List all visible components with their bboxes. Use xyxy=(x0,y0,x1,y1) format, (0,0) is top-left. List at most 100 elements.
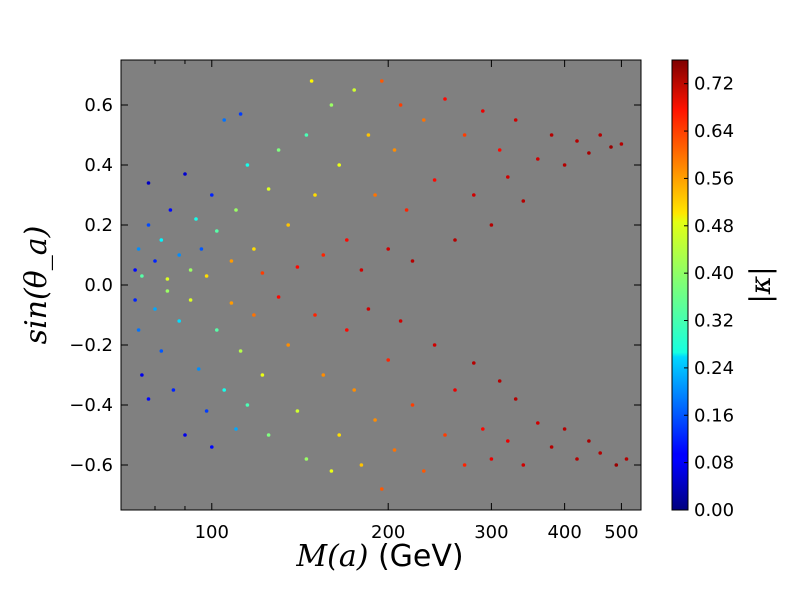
data-point xyxy=(304,457,309,461)
colorbar-tick-label: 0.24 xyxy=(694,358,734,379)
data-point xyxy=(481,427,485,431)
data-point xyxy=(386,247,391,251)
y-tick-label: 0.2 xyxy=(84,215,113,236)
y-tick-label: −0.2 xyxy=(69,335,113,356)
data-point xyxy=(234,208,238,212)
colorbar xyxy=(671,59,689,511)
data-point xyxy=(153,307,157,311)
data-point xyxy=(549,133,554,137)
data-point xyxy=(276,295,281,299)
data-point xyxy=(337,163,342,167)
data-point xyxy=(392,148,397,152)
data-point xyxy=(472,361,476,365)
data-point xyxy=(140,274,144,278)
data-point xyxy=(188,298,193,302)
data-point xyxy=(598,451,602,455)
data-point xyxy=(245,163,250,167)
x-tick-label: 300 xyxy=(474,522,508,543)
data-point xyxy=(204,274,209,278)
colorbar-tick-label: 0.40 xyxy=(694,263,734,284)
data-point xyxy=(183,433,187,437)
data-point xyxy=(196,367,201,371)
data-point xyxy=(140,373,144,377)
data-point xyxy=(295,409,300,413)
data-point xyxy=(229,301,234,305)
data-point xyxy=(575,139,579,143)
x-tick-label: 200 xyxy=(371,522,405,543)
x-tick-label: 500 xyxy=(604,522,638,543)
colorbar-tick-label: 0.72 xyxy=(694,74,734,95)
x-axis-ticks: 100 200 300 400 500 xyxy=(154,60,639,543)
data-point xyxy=(422,118,426,122)
data-point xyxy=(329,469,334,473)
colorbar-label: |κ| xyxy=(744,266,777,303)
colorbar-tick-label: 0.16 xyxy=(694,405,734,426)
series-1 xyxy=(133,289,629,491)
data-point xyxy=(252,313,256,317)
data-point xyxy=(392,448,397,452)
data-point xyxy=(536,421,540,425)
data-point xyxy=(260,373,265,377)
data-point xyxy=(562,427,567,431)
data-point xyxy=(453,388,457,392)
colorbar-tick-label: 0.48 xyxy=(694,216,734,237)
data-point xyxy=(229,259,234,263)
data-point xyxy=(614,463,619,467)
data-point xyxy=(183,172,187,176)
colorbar-tick-label: 0.00 xyxy=(694,500,734,521)
data-point xyxy=(562,163,567,167)
data-point xyxy=(521,463,526,467)
colorbar-ticks: 0.00 0.08 0.16 0.24 0.32 0.40 0.48 0.56 0.64 0.72 xyxy=(684,74,734,521)
data-point xyxy=(345,328,349,332)
data-point xyxy=(286,223,291,227)
data-point xyxy=(266,433,271,437)
data-point xyxy=(398,103,403,107)
y-tick-label: 0.6 xyxy=(84,95,113,116)
data-point xyxy=(313,313,317,317)
data-point xyxy=(410,403,415,407)
data-point xyxy=(506,175,510,179)
data-point xyxy=(146,181,151,185)
data-point xyxy=(373,418,377,422)
y-axis-ticks: 0.6 0.4 0.2 0.0 −0.2 −0.4 −0.6 xyxy=(69,95,641,476)
colorbar-tick-label: 0.08 xyxy=(694,453,734,474)
data-point xyxy=(513,397,518,401)
data-point xyxy=(443,433,447,437)
data-point xyxy=(352,88,357,92)
data-point xyxy=(266,187,271,191)
y-tick-label: 0.4 xyxy=(84,155,113,176)
data-point xyxy=(398,319,403,323)
data-point xyxy=(304,133,309,137)
data-point xyxy=(359,463,364,467)
data-point xyxy=(624,457,629,461)
x-axis-label: M(a) (GeV) xyxy=(295,539,463,574)
x-tick-label: 400 xyxy=(547,522,581,543)
data-point xyxy=(309,79,314,83)
data-point xyxy=(489,457,494,461)
data-point xyxy=(177,253,181,257)
y-tick-label: 0.0 xyxy=(84,275,113,296)
data-point xyxy=(432,343,437,347)
data-point xyxy=(210,193,214,197)
plot-area xyxy=(121,60,641,510)
y-tick-label: −0.4 xyxy=(69,395,113,416)
data-point xyxy=(536,157,540,161)
data-point xyxy=(136,328,141,332)
data-point xyxy=(513,118,518,122)
data-point xyxy=(380,79,384,83)
data-point xyxy=(133,298,137,302)
data-point xyxy=(443,97,447,101)
data-point xyxy=(598,133,602,137)
data-point xyxy=(497,148,502,152)
data-point xyxy=(422,469,426,473)
data-point xyxy=(373,193,377,197)
data-point xyxy=(159,349,164,353)
data-point xyxy=(462,133,467,137)
data-point xyxy=(194,217,198,221)
data-point xyxy=(276,148,281,152)
data-point xyxy=(252,247,256,251)
data-point xyxy=(136,247,141,251)
data-point xyxy=(481,109,485,113)
data-point xyxy=(549,445,554,449)
data-point xyxy=(204,409,209,413)
